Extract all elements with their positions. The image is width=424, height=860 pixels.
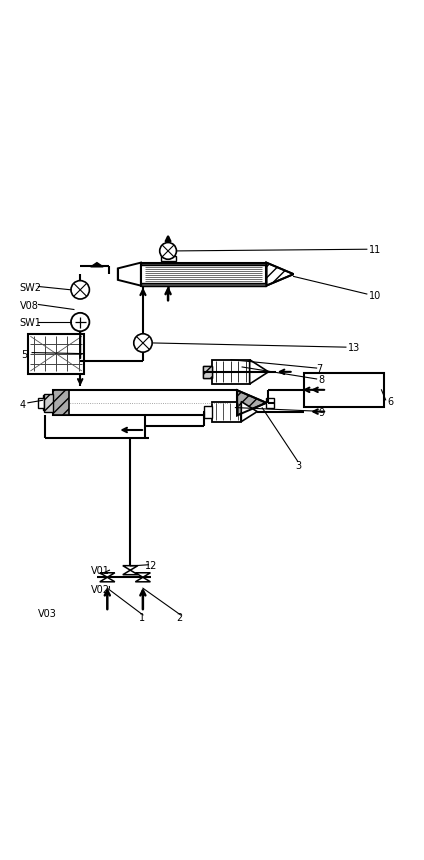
Text: 1: 1 [139, 613, 145, 624]
Circle shape [71, 280, 89, 299]
Text: 3: 3 [296, 461, 302, 470]
Bar [266, 398, 274, 408]
Text: V01: V01 [91, 567, 109, 576]
Polygon shape [241, 402, 257, 421]
Polygon shape [100, 573, 115, 577]
Bar [203, 366, 212, 378]
Circle shape [71, 313, 89, 331]
Polygon shape [135, 573, 151, 577]
Text: 10: 10 [369, 291, 381, 301]
Polygon shape [237, 390, 266, 415]
Bar [42, 396, 48, 410]
Bar [141, 262, 266, 286]
Bar [38, 398, 44, 408]
Text: V08: V08 [20, 301, 39, 310]
Bar [28, 334, 84, 373]
Text: 6: 6 [388, 396, 394, 407]
Polygon shape [100, 577, 115, 582]
Text: 5: 5 [22, 350, 28, 359]
Bar [53, 390, 69, 415]
Text: 13: 13 [348, 343, 360, 353]
Text: V03: V03 [38, 609, 57, 619]
Bar [304, 372, 384, 407]
Polygon shape [123, 570, 138, 574]
Bar [44, 394, 53, 412]
Text: 7: 7 [317, 365, 323, 374]
Circle shape [160, 243, 176, 259]
Polygon shape [266, 262, 293, 286]
Text: SW1: SW1 [20, 318, 42, 329]
Text: 4: 4 [20, 400, 25, 410]
Bar [212, 402, 241, 421]
Polygon shape [135, 577, 151, 582]
Bar [203, 366, 212, 378]
Bar [212, 359, 250, 384]
Polygon shape [250, 359, 268, 384]
Polygon shape [91, 262, 103, 267]
Circle shape [134, 334, 152, 352]
Text: V02: V02 [91, 585, 110, 595]
Text: SW2: SW2 [20, 283, 42, 292]
Text: 11: 11 [369, 245, 381, 255]
Text: 8: 8 [319, 375, 325, 384]
Bar [141, 283, 266, 286]
Text: 9: 9 [319, 408, 325, 418]
Text: 12: 12 [145, 561, 157, 571]
Polygon shape [118, 262, 141, 286]
Bar [204, 406, 212, 418]
Bar [161, 255, 176, 261]
Bar [141, 262, 266, 265]
Bar [53, 390, 237, 415]
Polygon shape [123, 566, 138, 570]
Text: 2: 2 [176, 613, 183, 624]
